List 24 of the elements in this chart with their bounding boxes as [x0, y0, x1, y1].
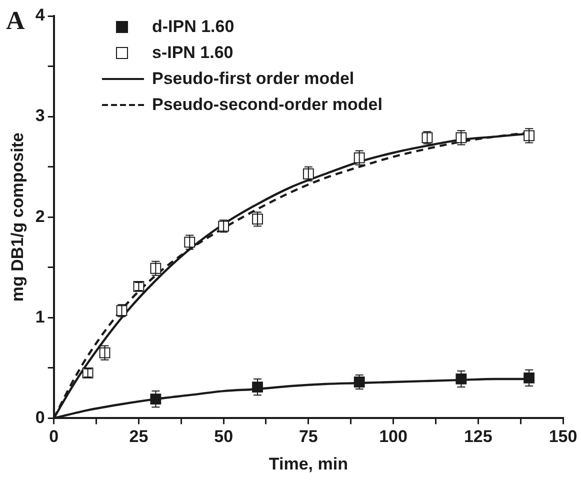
x-tick-label: 100 — [379, 427, 408, 446]
x-tick-label: 50 — [214, 427, 234, 446]
legend-label: Pseudo-second-order model — [152, 95, 382, 115]
x-tick-label: 75 — [298, 427, 318, 446]
legend-label: s-IPN 1.60 — [152, 43, 234, 63]
x-tick-label: 150 — [548, 427, 578, 446]
x-tick-label: 25 — [129, 427, 148, 446]
point — [252, 382, 263, 392]
point — [524, 372, 535, 384]
y-tick-label: 1 — [35, 307, 45, 326]
y-tick-label: 3 — [35, 106, 45, 126]
point — [354, 376, 365, 388]
x-axis-title: Time, min — [268, 454, 348, 474]
text: A — [6, 6, 25, 36]
y-tick-label: 0 — [35, 408, 45, 427]
point — [456, 374, 467, 384]
y-tick-label: 4 — [35, 6, 46, 25]
x-tick-label: 125 — [464, 427, 492, 446]
legend-label: d-IPN 1.60 — [152, 17, 234, 37]
y-axis-title: mg DB1/g composite — [8, 132, 27, 302]
legend-label: Pseudo-first order model — [152, 69, 354, 89]
point — [150, 394, 162, 405]
y-tick-label: 2 — [35, 206, 45, 226]
x-tick-label: 0 — [49, 427, 59, 446]
